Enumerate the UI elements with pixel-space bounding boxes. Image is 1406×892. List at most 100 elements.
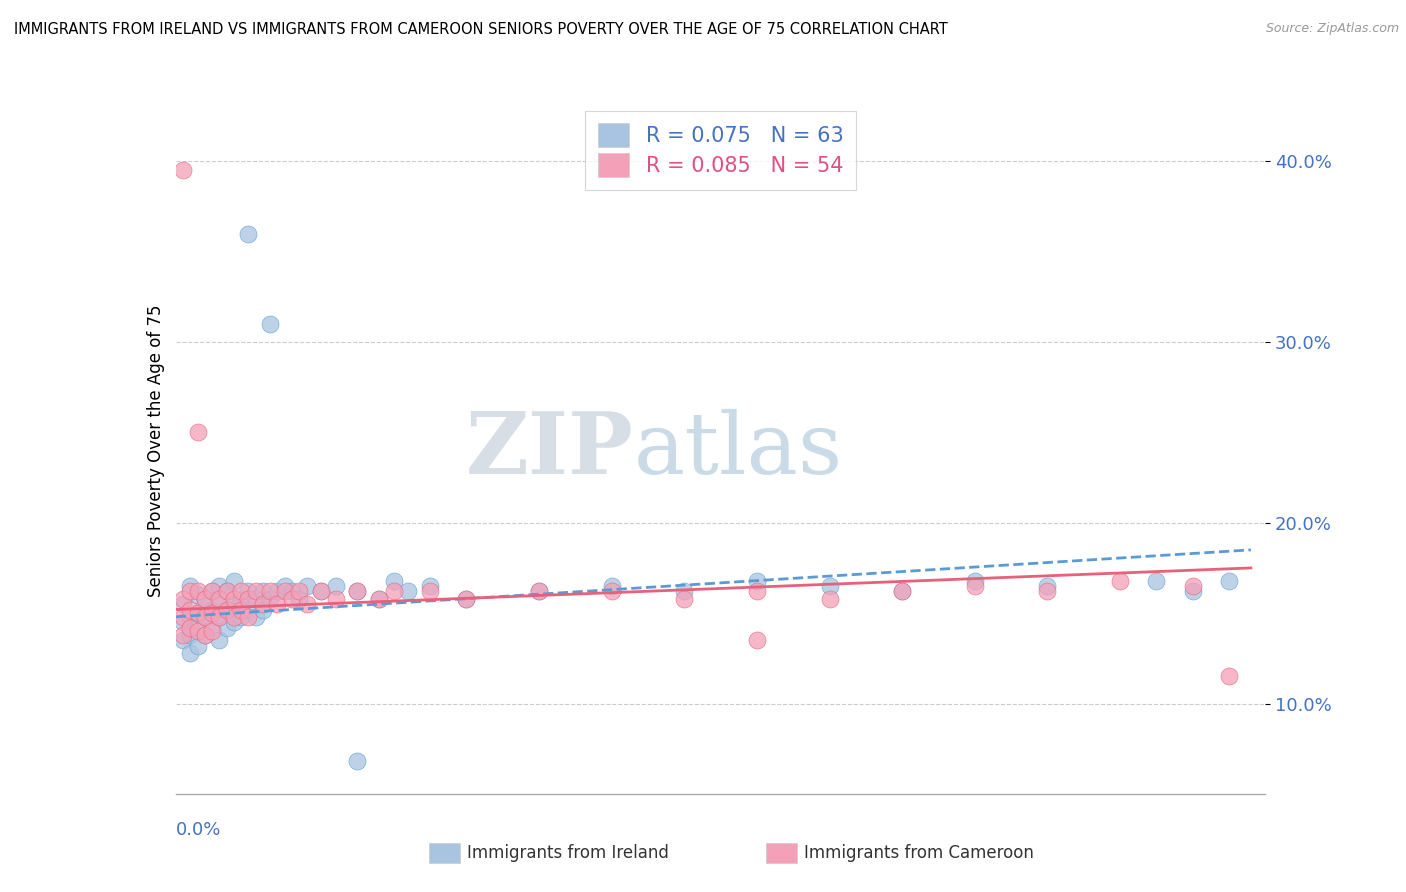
Point xyxy=(208,609,231,624)
FancyBboxPatch shape xyxy=(429,843,460,863)
Point xyxy=(600,579,623,593)
Point xyxy=(1218,574,1240,588)
Point xyxy=(201,606,224,620)
Point xyxy=(1181,579,1204,593)
Text: Immigrants from Cameroon: Immigrants from Cameroon xyxy=(804,844,1033,862)
Point xyxy=(179,609,201,624)
Point xyxy=(963,574,986,588)
Point xyxy=(252,602,274,616)
Point xyxy=(396,584,419,599)
Point xyxy=(245,584,267,599)
Point xyxy=(238,227,260,241)
Point xyxy=(208,591,231,606)
Point xyxy=(346,584,368,599)
Point xyxy=(309,584,332,599)
Text: ZIP: ZIP xyxy=(465,409,633,492)
Point xyxy=(172,633,194,648)
Point xyxy=(818,591,841,606)
Point xyxy=(456,591,478,606)
Point xyxy=(963,579,986,593)
Legend: R = 0.075   N = 63, R = 0.085   N = 54: R = 0.075 N = 63, R = 0.085 N = 54 xyxy=(585,111,856,190)
Point xyxy=(245,609,267,624)
Point xyxy=(186,588,209,602)
Point xyxy=(309,584,332,599)
Point xyxy=(527,584,550,599)
Point xyxy=(346,584,368,599)
Point xyxy=(194,628,217,642)
Point xyxy=(245,591,267,606)
FancyBboxPatch shape xyxy=(766,843,797,863)
Text: 0.0%: 0.0% xyxy=(176,822,221,839)
Point xyxy=(172,591,194,606)
Point xyxy=(368,591,391,606)
Point xyxy=(818,579,841,593)
Point xyxy=(201,621,224,635)
Point xyxy=(179,602,201,616)
Point xyxy=(891,584,914,599)
Point xyxy=(186,639,209,653)
Point xyxy=(325,579,347,593)
Point xyxy=(215,584,238,599)
Point xyxy=(194,591,217,606)
Point xyxy=(259,591,281,606)
Point xyxy=(215,584,238,599)
Point xyxy=(1181,584,1204,599)
Point xyxy=(382,574,405,588)
Point xyxy=(1036,584,1059,599)
Point xyxy=(600,584,623,599)
Point xyxy=(238,602,260,616)
Point xyxy=(527,584,550,599)
Text: IMMIGRANTS FROM IRELAND VS IMMIGRANTS FROM CAMEROON SENIORS POVERTY OVER THE AGE: IMMIGRANTS FROM IRELAND VS IMMIGRANTS FR… xyxy=(14,22,948,37)
Point xyxy=(252,597,274,611)
Point xyxy=(259,584,281,599)
Point xyxy=(419,579,441,593)
Point xyxy=(346,755,368,769)
Point xyxy=(231,591,253,606)
Point xyxy=(186,624,209,639)
Point xyxy=(222,591,245,606)
Point xyxy=(1218,669,1240,683)
Text: atlas: atlas xyxy=(633,409,842,492)
Point xyxy=(194,628,217,642)
Point xyxy=(186,621,209,635)
Point xyxy=(215,602,238,616)
Point xyxy=(252,584,274,599)
Point xyxy=(1036,579,1059,593)
Point xyxy=(222,609,245,624)
Point xyxy=(201,602,224,616)
Point xyxy=(194,609,217,624)
Text: Immigrants from Ireland: Immigrants from Ireland xyxy=(467,844,669,862)
Point xyxy=(288,591,311,606)
Point xyxy=(186,584,209,599)
Point xyxy=(186,425,209,440)
Point xyxy=(222,597,245,611)
Point xyxy=(231,609,253,624)
Point xyxy=(179,628,201,642)
Point xyxy=(456,591,478,606)
Point xyxy=(215,602,238,616)
Point xyxy=(288,584,311,599)
Point xyxy=(201,584,224,599)
Point xyxy=(259,317,281,331)
Text: Source: ZipAtlas.com: Source: ZipAtlas.com xyxy=(1265,22,1399,36)
Point xyxy=(274,584,297,599)
Point xyxy=(382,584,405,599)
Point xyxy=(172,609,194,624)
Point xyxy=(201,624,224,639)
Point xyxy=(274,579,297,593)
Point xyxy=(179,646,201,660)
Point xyxy=(238,584,260,599)
Point xyxy=(172,597,194,611)
Point xyxy=(186,606,209,620)
Point xyxy=(172,163,194,178)
Point xyxy=(295,579,318,593)
Point xyxy=(745,584,768,599)
Point xyxy=(208,609,231,624)
Point xyxy=(201,584,224,599)
Point xyxy=(419,584,441,599)
Point xyxy=(266,584,288,599)
Point xyxy=(891,584,914,599)
Point xyxy=(215,621,238,635)
Point xyxy=(208,579,231,593)
Point xyxy=(1109,574,1132,588)
